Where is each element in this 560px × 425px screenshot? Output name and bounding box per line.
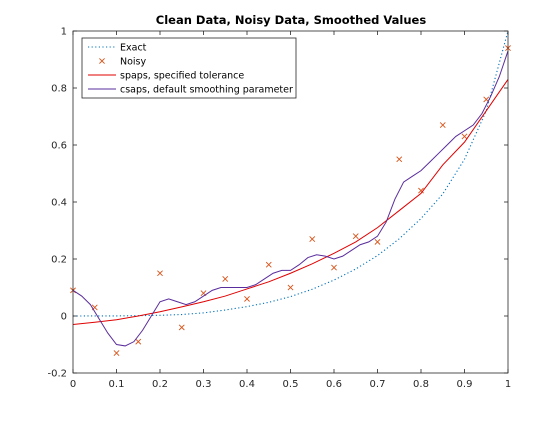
- data-point: [439, 122, 446, 128]
- data-point: [244, 295, 250, 302]
- y-tick-label: 0: [61, 312, 67, 323]
- x-tick-label: 0.5: [283, 379, 299, 390]
- chart-title: Clean Data, Noisy Data, Smoothed Values: [156, 13, 427, 27]
- legend-box: [81, 37, 297, 99]
- y-tick-label: 0.2: [51, 255, 67, 266]
- legend: Exact Noisy spaps, specified tolerance csap…: [81, 37, 297, 99]
- x-tick-label: 0.4: [239, 379, 255, 390]
- legend-entry: Noisy: [99, 57, 147, 68]
- legend-entry: csaps, default smoothing parameter: [88, 85, 293, 96]
- legend-entry: Exact: [88, 43, 147, 54]
- legend-label: Noisy: [120, 57, 147, 68]
- x-tick-label: 0.1: [109, 379, 125, 390]
- data-point: [287, 284, 294, 291]
- data-point: [374, 238, 381, 245]
- y-tick-label: -0.2: [47, 369, 67, 380]
- data-point: [222, 276, 229, 282]
- x-tick-label: 0: [70, 379, 76, 390]
- legend-label: csaps, default smoothing parameter: [120, 85, 293, 96]
- axes-layer: 0 0.1 0.2 0.3 0.4 0.5 0.6 0.7 0.8 0.9 1-0.200.20.4…: [47, 27, 511, 391]
- data-point: [461, 133, 468, 140]
- data-point: [418, 187, 424, 194]
- series-line: [72, 50, 509, 347]
- series-exact: [72, 30, 509, 317]
- x-tick-label: 1: [505, 379, 511, 390]
- legend-label: spaps, specified tolerance: [120, 71, 244, 82]
- series-layer: [70, 30, 511, 356]
- series-line: [72, 30, 509, 317]
- y-tick-label: 0.8: [51, 84, 67, 95]
- x-tick-label: 0.8: [413, 379, 429, 390]
- x-tick-label: 0.7: [370, 379, 386, 390]
- data-point: [135, 338, 142, 345]
- data-point: [396, 156, 403, 163]
- y-tick-label: 1: [61, 27, 67, 38]
- x-tick-label: 0.2: [152, 379, 168, 390]
- y-tick-label: 0.6: [51, 141, 67, 152]
- x-tick-label: 0.6: [326, 379, 342, 390]
- data-point: [331, 264, 337, 271]
- data-point: [113, 350, 120, 356]
- series-line: [72, 79, 509, 326]
- data-point: [265, 261, 272, 268]
- legend-label: Exact: [120, 43, 147, 54]
- series-spaps-specified-tolerance: [72, 79, 509, 326]
- data-point: [157, 270, 163, 277]
- legend-marker: [99, 58, 105, 64]
- x-tick-label: 0.3: [196, 379, 212, 390]
- x-tick-label: 0.9: [457, 379, 473, 390]
- data-point: [352, 233, 359, 240]
- legend-entry: spaps, specified tolerance: [88, 71, 244, 82]
- y-tick-label: 0.4: [51, 198, 67, 209]
- series-csaps-default-smoothing-parameter: [72, 50, 509, 347]
- data-point: [178, 324, 185, 331]
- data-point: [309, 236, 316, 242]
